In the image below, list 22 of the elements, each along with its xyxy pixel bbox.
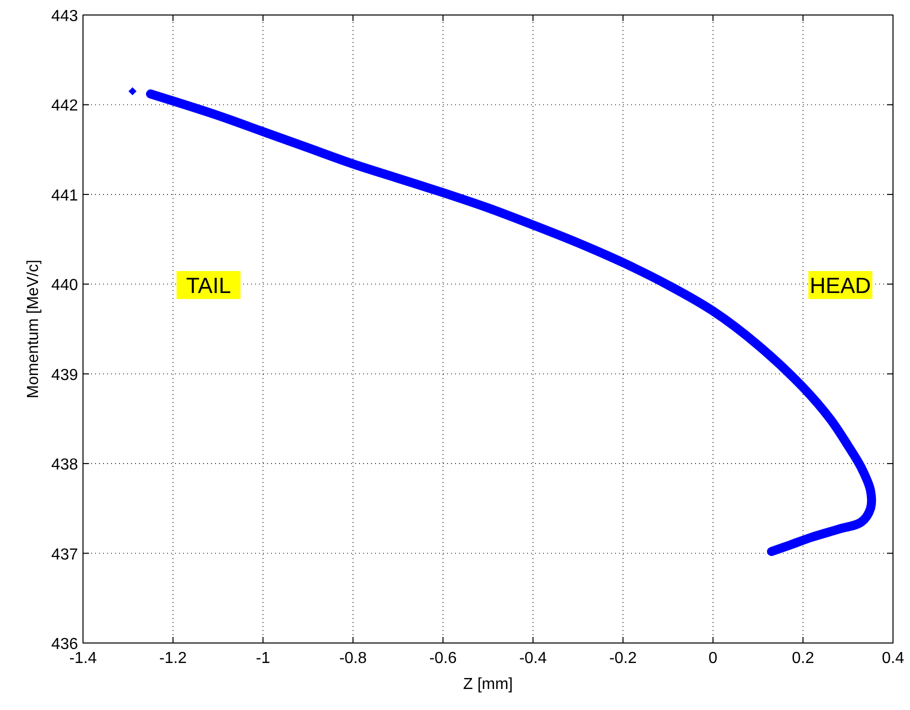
x-tick-label: -0.8 [339, 650, 367, 667]
x-axis-title: Z [mm] [463, 676, 513, 693]
y-axis-title: Momentum [MeV/c] [25, 260, 42, 398]
x-tick-label: -0.2 [609, 650, 637, 667]
x-tick-label: 0.4 [882, 650, 904, 667]
y-tick-label: 443 [51, 8, 78, 25]
y-tick-label: 442 [51, 98, 78, 115]
x-tick-label: -1.2 [159, 650, 187, 667]
y-tick-label: 439 [51, 366, 78, 384]
x-tick-label: -1.4 [69, 650, 97, 667]
y-tick-label: 436 [51, 636, 78, 653]
x-tick-label: -0.4 [519, 650, 547, 667]
y-tick-label: 440 [51, 277, 78, 294]
y-tick-label: 441 [51, 187, 78, 204]
x-tick-label: 0.2 [792, 650, 814, 667]
y-tick-label: 437 [51, 546, 78, 564]
y-tick-label: 438 [51, 456, 78, 474]
x-tick-label: -0.6 [429, 650, 457, 667]
x-tick-label: 0 [708, 650, 718, 667]
annotation: HEAD [810, 273, 871, 298]
x-tick-label: -1 [256, 650, 270, 667]
annotation: TAIL [186, 273, 231, 298]
